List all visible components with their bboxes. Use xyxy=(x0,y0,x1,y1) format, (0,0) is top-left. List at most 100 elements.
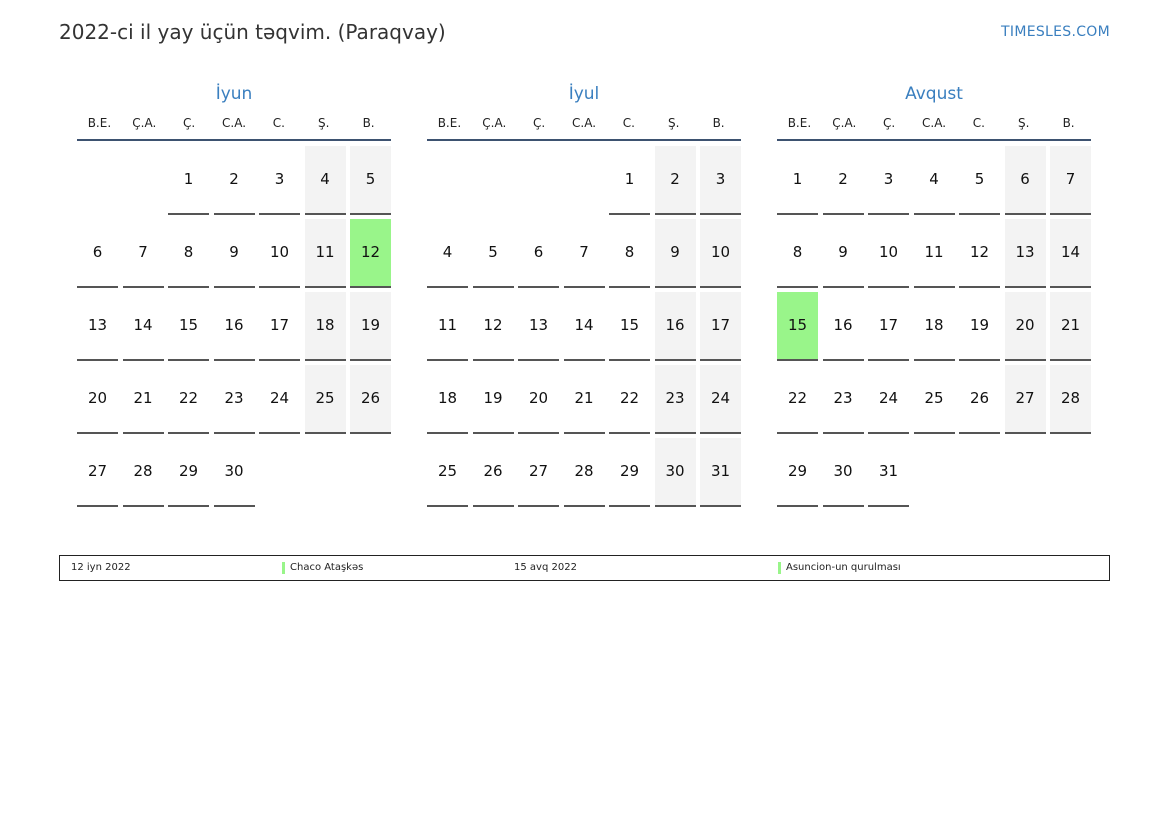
day-cell[interactable]: 28 xyxy=(122,438,164,507)
day-cell[interactable]: 16 xyxy=(213,292,255,361)
day-cell[interactable]: 15 xyxy=(609,292,650,361)
day-cell[interactable]: 1 xyxy=(777,146,818,215)
day-cell[interactable]: 25 xyxy=(427,438,468,507)
legend-date: 12 iyn 2022 xyxy=(71,562,131,573)
day-cell[interactable]: 31 xyxy=(868,438,909,507)
day-cell[interactable]: 28 xyxy=(563,438,605,507)
day-cell[interactable]: 26 xyxy=(472,438,514,507)
day-cell[interactable]: 25 xyxy=(913,365,955,434)
day-cell[interactable]: 21 xyxy=(1050,292,1091,361)
day-cell[interactable]: 12 xyxy=(350,219,391,288)
day-cell[interactable]: 14 xyxy=(1050,219,1091,288)
day-cell[interactable]: 1 xyxy=(168,146,209,215)
day-cell[interactable]: 14 xyxy=(563,292,605,361)
day-cell[interactable]: 25 xyxy=(304,365,346,434)
day-cell[interactable]: 16 xyxy=(654,292,696,361)
day-cell[interactable]: 10 xyxy=(259,219,300,288)
day-cell[interactable]: 26 xyxy=(350,365,391,434)
day-cell[interactable]: 18 xyxy=(913,292,955,361)
day-cell[interactable]: 28 xyxy=(1050,365,1091,434)
day-cell[interactable]: 9 xyxy=(654,219,696,288)
day-cell[interactable]: 8 xyxy=(777,219,818,288)
day-cell[interactable]: 13 xyxy=(1004,219,1046,288)
day-cell[interactable]: 29 xyxy=(777,438,818,507)
day-cell[interactable]: 2 xyxy=(822,146,864,215)
day-cell[interactable]: 4 xyxy=(427,219,468,288)
day-cell[interactable]: 24 xyxy=(259,365,300,434)
day-cell[interactable]: 14 xyxy=(122,292,164,361)
day-cell[interactable]: 19 xyxy=(959,292,1000,361)
day-cell[interactable]: 29 xyxy=(168,438,209,507)
day-cell[interactable]: 8 xyxy=(168,219,209,288)
day-cell[interactable]: 18 xyxy=(427,365,468,434)
day-cell[interactable]: 10 xyxy=(868,219,909,288)
day-cell[interactable]: 11 xyxy=(304,219,346,288)
day-cell[interactable]: 11 xyxy=(427,292,468,361)
day-cell[interactable]: 6 xyxy=(518,219,559,288)
day-cell[interactable]: 20 xyxy=(1004,292,1046,361)
day-cell[interactable]: 12 xyxy=(472,292,514,361)
day-cell[interactable]: 22 xyxy=(609,365,650,434)
day-cell[interactable]: 27 xyxy=(77,438,118,507)
day-cell[interactable]: 12 xyxy=(959,219,1000,288)
day-cell[interactable]: 4 xyxy=(304,146,346,215)
day-cell[interactable]: 23 xyxy=(213,365,255,434)
day-cell[interactable]: 22 xyxy=(777,365,818,434)
day-cell[interactable]: 6 xyxy=(77,219,118,288)
day-cell[interactable]: 21 xyxy=(122,365,164,434)
day-cell[interactable]: 26 xyxy=(959,365,1000,434)
day-cell[interactable]: 29 xyxy=(609,438,650,507)
day-cell[interactable]: 13 xyxy=(77,292,118,361)
day-cell[interactable]: 23 xyxy=(822,365,864,434)
day-cell[interactable]: 15 xyxy=(168,292,209,361)
day-cell[interactable]: 27 xyxy=(1004,365,1046,434)
day-cell[interactable]: 4 xyxy=(913,146,955,215)
day-cell[interactable]: 21 xyxy=(563,365,605,434)
day-cell[interactable]: 5 xyxy=(472,219,514,288)
day-cell[interactable]: 3 xyxy=(868,146,909,215)
day-cell[interactable]: 31 xyxy=(700,438,741,507)
day-cell[interactable]: 20 xyxy=(518,365,559,434)
empty-day-cell xyxy=(473,146,514,215)
day-cell[interactable]: 2 xyxy=(213,146,255,215)
day-cell[interactable]: 22 xyxy=(168,365,209,434)
day-cell[interactable]: 6 xyxy=(1004,146,1046,215)
day-cell[interactable]: 23 xyxy=(654,365,696,434)
day-cell[interactable]: 17 xyxy=(868,292,909,361)
day-cell[interactable]: 18 xyxy=(304,292,346,361)
day-cell[interactable]: 5 xyxy=(350,146,391,215)
day-cell[interactable]: 3 xyxy=(700,146,741,215)
day-cell[interactable]: 10 xyxy=(700,219,741,288)
day-cell[interactable]: 24 xyxy=(868,365,909,434)
day-cell[interactable]: 30 xyxy=(654,438,696,507)
day-cell[interactable]: 15 xyxy=(777,292,818,361)
day-cell[interactable]: 24 xyxy=(700,365,741,434)
day-cell[interactable]: 7 xyxy=(563,219,605,288)
month-title: İyun xyxy=(215,84,253,104)
day-cell[interactable]: 9 xyxy=(822,219,864,288)
day-cell[interactable]: 7 xyxy=(1050,146,1091,215)
day-cell[interactable]: 3 xyxy=(259,146,300,215)
day-cell[interactable]: 17 xyxy=(259,292,300,361)
weekday-label: B.E. xyxy=(437,116,462,130)
day-cell[interactable]: 19 xyxy=(472,365,514,434)
day-cell[interactable]: 7 xyxy=(122,219,164,288)
day-cell[interactable]: 27 xyxy=(518,438,559,507)
day-cell[interactable]: 20 xyxy=(77,365,118,434)
day-cell[interactable]: 2 xyxy=(654,146,696,215)
day-cell[interactable]: 30 xyxy=(822,438,864,507)
day-cell[interactable]: 5 xyxy=(959,146,1000,215)
day-cell[interactable]: 9 xyxy=(213,219,255,288)
day-cell[interactable]: 8 xyxy=(609,219,650,288)
site-link[interactable]: TIMESLES.COM xyxy=(1001,24,1110,40)
empty-day-cell xyxy=(959,438,1000,507)
day-cell[interactable]: 11 xyxy=(913,219,955,288)
weekday-label: Ç. xyxy=(883,116,896,130)
day-cell[interactable]: 16 xyxy=(822,292,864,361)
day-cell[interactable]: 19 xyxy=(350,292,391,361)
day-cell[interactable]: 30 xyxy=(213,438,255,507)
day-cell[interactable]: 13 xyxy=(518,292,559,361)
day-cell[interactable]: 1 xyxy=(609,146,650,215)
day-cell[interactable]: 17 xyxy=(700,292,741,361)
weekday-header: B.E. Ç.A. Ç. C.A. C. Ş. B. xyxy=(427,108,741,141)
